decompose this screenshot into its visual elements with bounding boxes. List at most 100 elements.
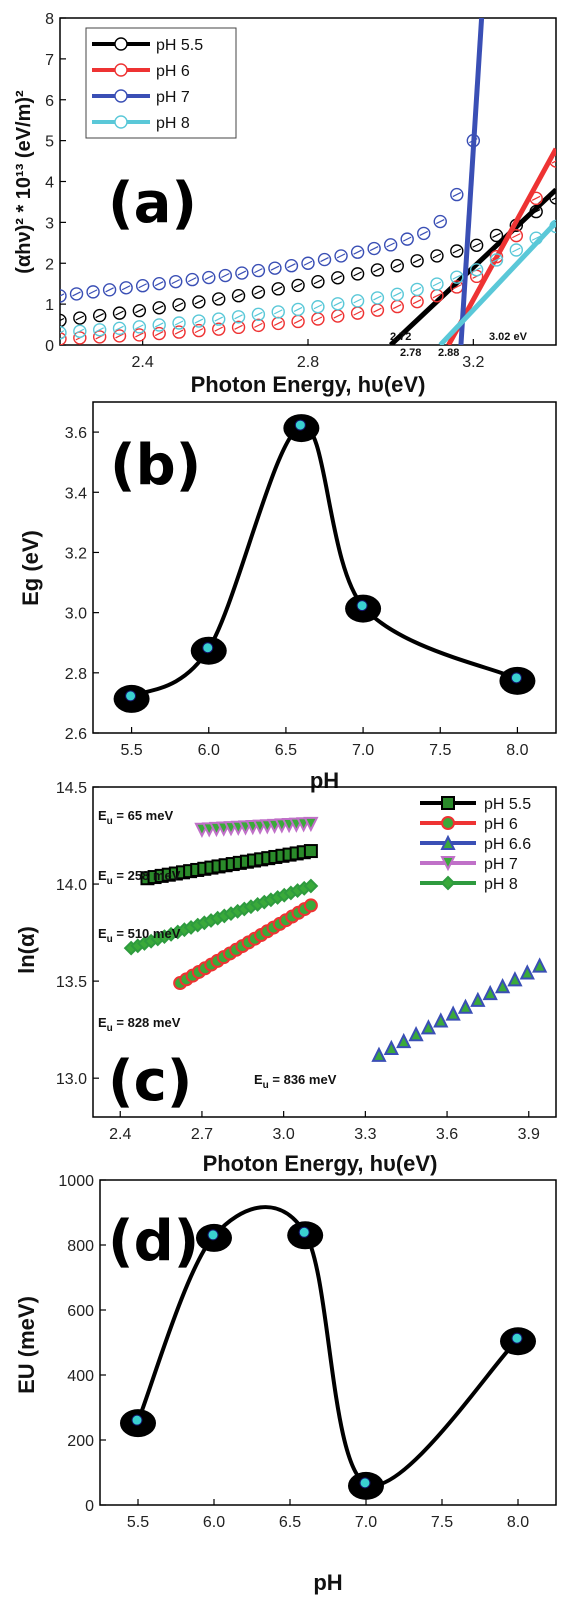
panel-d-ytick-label: 0 [85,1498,94,1515]
panel-a-ylabel: (αhν)² * 10¹³ (eV/m)² [13,90,35,274]
panel-b-xtick-label: 5.5 [120,742,142,759]
panel-a-point-slash [154,331,164,337]
panel-b-xtick-label: 7.5 [429,742,451,759]
panel-a-point-slash [273,286,283,292]
panel-a-point [410,282,424,297]
panel-a-point [489,250,504,264]
panel-a-point [152,276,166,291]
panel-a-tangent-0 [388,187,556,345]
panel-a-xtick-label: 2.8 [297,354,319,371]
panel-a-point-slash [512,247,521,253]
panel-a-point [172,298,186,312]
panel-a-point-slash [432,293,442,299]
panel-a-point [390,287,404,302]
panel-a-point-slash [472,267,481,273]
panel-d-ytick-label: 800 [67,1238,94,1255]
panel-a-point-slash [187,277,197,283]
panel-a-annotation: 2.72 [390,331,411,343]
panel-a-point-slash [432,253,442,259]
panel-a-point-slash [237,270,247,276]
panel-a-tangent-3 [438,220,556,345]
panel-a-point-slash [412,286,422,292]
panel-a-point [231,289,246,303]
panel-a-point-slash [138,283,147,289]
panel-a-point-slash [171,279,181,285]
panel-c-legend-marker [440,875,456,891]
panel-a-point-slash [221,272,230,279]
panel-c-ytick-label: 14.0 [56,877,87,894]
panel-b-ytick-label: 3.0 [65,606,87,623]
panel-a-point-slash [95,327,104,333]
panel-d-xtick-label: 6.5 [279,1514,301,1531]
panel-a-point [231,310,246,324]
panel-a-point [331,297,345,311]
panel-a-point [251,318,266,333]
panel-a-point-slash [412,299,422,305]
panel-a-point [433,214,447,229]
panel-a-point-slash [320,257,329,263]
panel-a-point [135,279,150,293]
panel-a-point [383,238,398,252]
panel-a-point-slash [270,265,280,271]
panel-d-label: (d) [108,1209,199,1274]
panel-a-point [235,266,249,280]
panel-a-point-slash [135,324,144,330]
panel-c-point-0 [303,844,318,859]
panel-a-point-slash [115,310,124,316]
panel-b-ytick-label: 3.6 [65,425,87,442]
panel-a-point-slash [303,260,313,266]
panel-a-legend-label: pH 7 [156,89,190,106]
panel-a-point [370,263,385,277]
panel-a-point-slash [75,315,85,321]
panel-a-ytick-label: 1 [45,297,54,314]
panel-a-point [410,254,424,268]
panel-c-point-2 [445,1005,461,1021]
panel-a-point [185,272,199,287]
panel-a-point [251,307,266,322]
panel-a-point [370,291,385,305]
panel-a-ytick-label: 6 [45,93,54,110]
panel-c-legend-marker [440,856,456,872]
panel-c-point-2 [420,1019,437,1035]
panel-b-xlabel: pH [310,768,339,793]
panel-c-xtick-label: 2.4 [109,1126,131,1143]
panel-a-point-slash [386,242,395,248]
panel-a-point-slash [214,316,223,322]
panel-a-point [152,326,166,341]
panel-c-legend-label: pH 8 [484,876,518,893]
panel-a-point-slash [194,328,204,334]
panel-b-point-core [125,690,137,702]
panel-a-point-slash [254,268,263,274]
panel-c-point-1 [303,898,318,913]
panel-a-point [152,318,166,332]
panel-b-point-core [294,419,306,431]
panel-d-ytick-label: 1000 [58,1173,94,1190]
panel-a-legend-label: pH 6 [156,63,190,80]
panel-c-annotation: Eu = 258 meV [98,868,181,887]
panel-b-xtick-label: 7.0 [352,742,374,759]
panel-a-point [119,281,133,295]
panel-c-ytick-label: 13.5 [56,974,87,991]
panel-b-frame [92,401,557,734]
panel-a-xlabel: Photon Energy, hυ(eV) [191,372,426,397]
panel-c-ylabel: ln(α) [14,926,39,974]
panel-a-point [469,263,484,277]
panel-b-xtick-label: 6.0 [198,742,220,759]
panel-b-point-core [202,642,214,654]
panel-c-point-2 [532,957,548,973]
panel-a-point-slash [551,197,556,201]
panel-a-point [417,226,431,241]
panel-a-point-slash [412,258,422,264]
panel-a-point [400,232,414,246]
panel-c-point-2 [371,1046,387,1062]
panel-a-point-slash [105,287,114,293]
panel-a-point-slash [402,236,412,242]
panel-a-point [350,267,365,281]
panel-a-point-slash [154,322,164,328]
panel-a-point [469,238,484,252]
panel-d-xtick-label: 5.5 [127,1514,149,1531]
panel-a-point-slash [121,285,131,291]
panel-a-point-slash [60,330,65,334]
panel-a-point [60,326,67,340]
panel-c-point-2 [482,984,498,1001]
